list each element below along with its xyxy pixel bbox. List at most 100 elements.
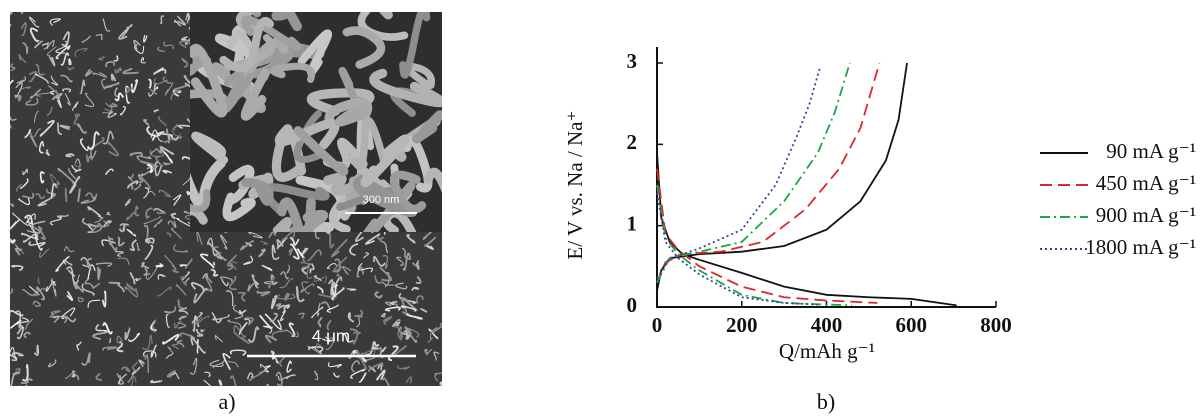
texture <box>381 240 389 254</box>
texture <box>139 160 155 169</box>
texture <box>161 333 180 345</box>
texture <box>179 264 188 268</box>
texture <box>314 370 319 381</box>
texture <box>384 284 395 288</box>
texture <box>10 238 16 244</box>
texture <box>20 378 33 384</box>
texture <box>184 258 193 269</box>
texture <box>174 320 183 329</box>
texture <box>196 230 203 245</box>
texture <box>60 74 73 83</box>
texture <box>16 326 25 340</box>
texture <box>133 39 141 51</box>
texture <box>11 265 24 272</box>
texture <box>214 334 223 343</box>
texture <box>367 365 377 373</box>
texture <box>293 110 324 164</box>
texture <box>10 79 14 86</box>
texture <box>173 19 182 27</box>
texture <box>190 188 211 213</box>
texture <box>388 345 399 361</box>
texture <box>352 331 359 345</box>
texture <box>38 140 45 154</box>
texture <box>76 341 82 351</box>
texture <box>95 373 103 381</box>
texture <box>263 281 275 285</box>
texture <box>331 287 345 301</box>
texture <box>81 217 99 228</box>
texture <box>150 379 163 384</box>
texture <box>357 262 374 273</box>
texture <box>219 276 233 282</box>
texture <box>77 297 84 303</box>
texture <box>200 328 205 333</box>
texture <box>369 68 442 108</box>
texture <box>18 53 27 64</box>
texture <box>21 289 35 296</box>
y-tick-label: 0 <box>627 293 638 317</box>
texture <box>39 171 45 184</box>
texture <box>300 247 309 257</box>
texture <box>165 352 174 359</box>
texture <box>424 348 429 356</box>
texture <box>150 344 158 358</box>
texture <box>277 375 290 381</box>
texture <box>149 88 158 95</box>
texture <box>300 283 315 293</box>
texture <box>114 250 124 258</box>
texture <box>179 332 196 339</box>
texture <box>227 360 239 368</box>
texture <box>157 286 172 297</box>
texture <box>138 175 151 190</box>
texture <box>116 372 125 385</box>
texture <box>288 248 293 256</box>
texture <box>270 62 315 84</box>
texture <box>33 344 40 356</box>
texture <box>289 236 300 246</box>
texture <box>263 325 273 334</box>
texture <box>87 264 96 280</box>
texture <box>402 135 433 193</box>
texture <box>16 76 27 84</box>
texture <box>10 124 12 129</box>
texture <box>22 192 35 199</box>
texture <box>317 316 323 328</box>
texture <box>23 214 34 229</box>
texture <box>374 291 383 299</box>
texture <box>105 61 115 68</box>
texture <box>29 27 40 43</box>
texture <box>229 349 247 357</box>
texture <box>68 58 72 66</box>
texture <box>295 286 305 303</box>
curve <box>656 168 878 304</box>
texture <box>330 239 348 258</box>
texture <box>289 243 300 260</box>
texture <box>249 370 265 381</box>
texture <box>165 128 170 144</box>
texture <box>109 102 118 108</box>
texture <box>316 302 321 317</box>
texture <box>200 253 215 269</box>
texture <box>229 260 238 270</box>
texture <box>159 15 165 24</box>
texture <box>302 256 306 263</box>
texture <box>192 315 200 332</box>
texture <box>143 34 148 43</box>
texture <box>280 230 296 242</box>
texture <box>134 277 142 282</box>
texture <box>49 90 57 96</box>
texture <box>395 282 408 290</box>
texture <box>195 315 210 325</box>
texture <box>30 220 46 231</box>
texture <box>60 52 70 66</box>
texture <box>15 184 23 192</box>
texture <box>153 109 159 113</box>
texture <box>356 351 368 370</box>
texture <box>376 369 386 381</box>
texture <box>406 234 416 244</box>
x-axis-label: Q/mAh g⁻¹ <box>779 339 875 363</box>
texture <box>10 346 18 359</box>
texture <box>157 46 166 53</box>
texture <box>140 57 146 64</box>
